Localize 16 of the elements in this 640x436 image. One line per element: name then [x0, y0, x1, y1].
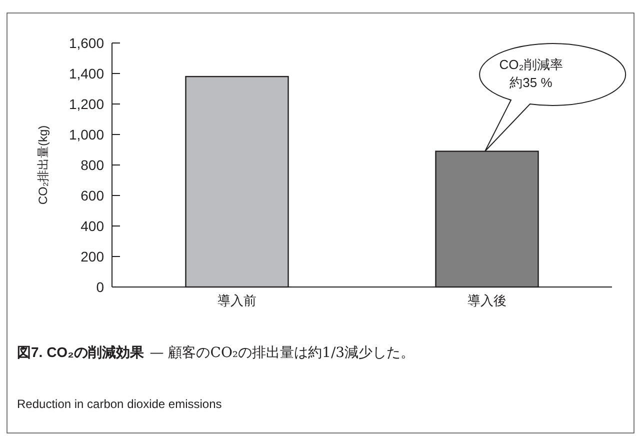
y-tick-label: 1,600	[68, 35, 104, 51]
annotation: CO₂削減率約35 %	[499, 57, 563, 90]
x-tick-label: 導入前	[218, 293, 256, 308]
y-tick-label: 400	[80, 218, 104, 234]
x-tick-label: 導入後	[468, 293, 506, 308]
y-axis-title: CO₂排出量(kg)	[36, 125, 50, 205]
text: — 顧客のCO₂の排出量は約1/3減少した。	[150, 345, 415, 361]
y-tick-label: 0	[96, 279, 104, 295]
y-tick-label: 800	[80, 157, 104, 173]
y-tick-label: 600	[80, 188, 104, 204]
y-tick-label: 1,200	[68, 96, 104, 112]
y-tick-label: 1,400	[68, 66, 104, 82]
y-tick-label: 1,000	[68, 126, 104, 142]
y-tick-label: 200	[80, 248, 104, 264]
text: Reduction in carbon dioxide emissions	[17, 397, 222, 411]
text: 図7. CO₂の削減効果	[17, 344, 144, 360]
